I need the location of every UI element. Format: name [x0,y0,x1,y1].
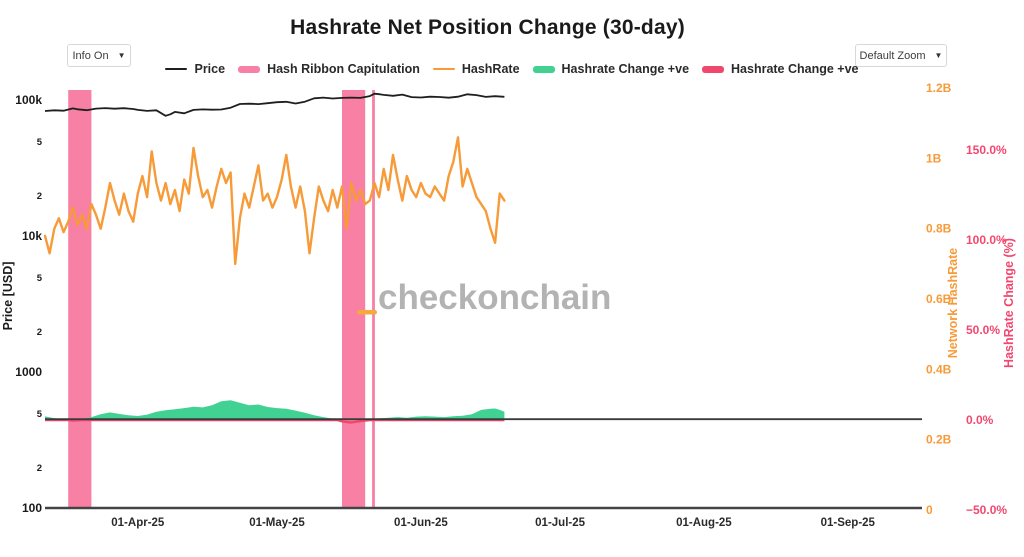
legend-item-hashrate-change-ve[interactable]: Hashrate Change +ve [532,62,690,76]
price-axis-tick-label: 100k [15,93,42,107]
legend-swatch-icon [432,67,455,71]
hashrate-axis-tick-label: 0.4B [926,362,952,376]
chevron-down-icon: ▼ [934,51,943,60]
info-toggle-dropdown[interactable]: Info On ▼ [67,44,131,67]
hashrate-axis-title: Network HashRate [946,248,960,358]
legend-item-hash-ribbon-capitulation[interactable]: Hash Ribbon Capitulation [238,62,420,76]
hashrate-axis-tick-label: 0.2B [926,433,952,447]
legend-swatch-icon [702,65,725,73]
chevron-down-icon: ▼ [117,51,126,60]
legend-label: Hashrate Change +ve [561,62,690,76]
change-axis-tick-label: 150.0% [966,143,1007,157]
price-axis-tick-label: 2 [37,191,42,202]
page-title: Hashrate Net Position Change (30-day) [290,16,685,39]
price-axis-title: Price [USD] [1,262,15,331]
price-axis-tick-label: 2 [37,463,42,474]
price-axis-tick-label: 1000 [15,365,42,379]
zoom-preset-dropdown[interactable]: Default Zoom ▼ [855,44,947,67]
price-axis-tick-label: 2 [37,327,42,338]
hashrate-line [43,136,506,266]
change-axis-tick-label: 50.0% [966,323,1000,337]
legend-swatch-icon [532,65,555,73]
hashrate-axis-tick-label: 0.8B [926,222,952,236]
change-axis-tick-label: −50.0% [966,503,1007,517]
chart-legend: Price Hash Ribbon Capitulation HashRate Has… [0,62,1024,76]
capitulation-band [342,90,366,508]
hashrate-change-negative-line [45,418,505,424]
hashrate-axis-tick-label: 1.2B [926,81,952,95]
price-axis-tick-label: 5 [37,409,43,420]
watermark-text: checkonchain [378,278,611,317]
change-axis-title: HashRate Change (%) [1002,238,1016,368]
capitulation-band [372,90,375,508]
legend-item-hashrate[interactable]: HashRate [432,62,520,76]
hashrate-change-positive-area [45,400,505,420]
legend-label: Price [194,62,226,76]
hashrate-axis-tick-label: 1B [926,151,942,165]
info-toggle-label: Info On [72,49,109,62]
date-axis-tick-label: 01-Aug-25 [676,517,732,529]
capitulation-band [68,90,92,508]
legend-label: Hash Ribbon Capitulation [267,62,420,76]
hashrate-axis-tick-label: 0 [926,503,933,517]
date-axis-tick-label: 01-Apr-25 [111,517,165,529]
legend-item-price[interactable]: Price [165,62,225,76]
legend-swatch-icon [238,65,261,73]
hashrate-axis-tick-label: 0.6B [926,292,952,306]
price-axis-tick-label: 5 [37,137,43,148]
date-axis-tick-label: 01-Jul-25 [535,517,585,529]
watermark-dash-icon [357,310,377,315]
legend-label: Hashrate Change +ve [731,62,859,76]
zoom-preset-label: Default Zoom [859,49,926,62]
price-axis-tick-label: 5 [37,273,43,284]
change-axis-tick-label: 100.0% [966,233,1007,247]
date-axis-tick-label: 01-May-25 [249,517,305,529]
change-axis-tick-label: 0.0% [966,413,994,427]
price-line [44,92,505,117]
legend-swatch-icon [165,67,188,71]
date-axis-tick-label: 01-Jun-25 [394,517,448,529]
legend-label: HashRate [461,62,520,76]
legend-item-hashrate-change-ve[interactable]: Hashrate Change +ve [702,62,859,76]
price-axis-tick-label: 10k [22,229,42,243]
price-axis-tick-label: 100 [22,501,42,515]
date-axis-tick-label: 01-Sep-25 [821,517,876,529]
